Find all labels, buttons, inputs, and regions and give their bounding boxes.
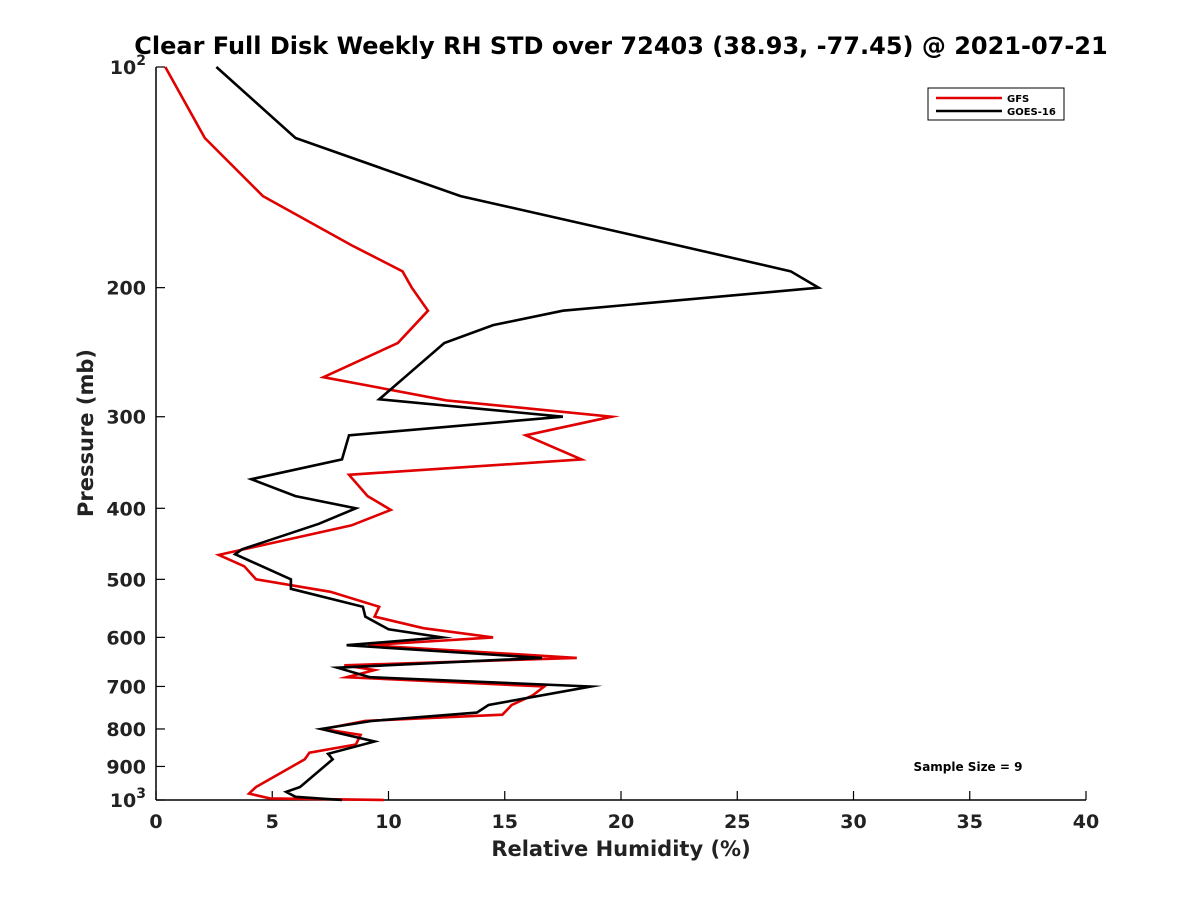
chart-title: Clear Full Disk Weekly RH STD over 72403… xyxy=(134,32,1107,60)
y-tick-label: 700 xyxy=(106,676,146,698)
x-tick-label: 35 xyxy=(957,811,983,833)
x-tick-label: 15 xyxy=(492,811,518,833)
series-line-goes-16 xyxy=(215,66,823,802)
x-tick-label: 0 xyxy=(149,811,162,833)
y-axis-label: Pressure (mb) xyxy=(74,349,98,517)
series-line-gfs xyxy=(164,66,621,802)
legend-box xyxy=(927,87,1065,121)
y-tick-label: 102 xyxy=(110,53,146,79)
y-tick-label: 500 xyxy=(106,569,146,591)
y-tick-label: 900 xyxy=(106,756,146,778)
x-tick-label: 40 xyxy=(1073,811,1099,833)
y-tick-label: 800 xyxy=(106,719,146,741)
y-tick-label: 600 xyxy=(106,627,146,649)
y-tick-label: 400 xyxy=(106,498,146,520)
legend-label: GOES-16 xyxy=(1007,107,1056,118)
x-axis-label: Relative Humidity (%) xyxy=(491,837,750,861)
legend-label: GFS xyxy=(1007,94,1029,105)
x-tick-label: 5 xyxy=(266,811,279,833)
x-ticks: 0 5 10 15 20 25 30 35 40 xyxy=(149,791,1099,833)
x-tick-label: 30 xyxy=(840,811,866,833)
y-tick-label: 200 xyxy=(106,278,146,300)
sample-size-annotation: Sample Size = 9 xyxy=(914,760,1023,774)
series-layer xyxy=(164,66,823,802)
y-tick-label: 300 xyxy=(106,407,146,429)
legend: GFS GOES-16 xyxy=(927,87,1065,121)
x-tick-label: 25 xyxy=(724,811,750,833)
x-tick-label: 20 xyxy=(608,811,634,833)
x-tick-label: 10 xyxy=(375,811,401,833)
y-ticks: 102 200 300 400 500 600 700 800 900 103 xyxy=(106,53,165,812)
y-tick-label: 103 xyxy=(110,786,146,812)
